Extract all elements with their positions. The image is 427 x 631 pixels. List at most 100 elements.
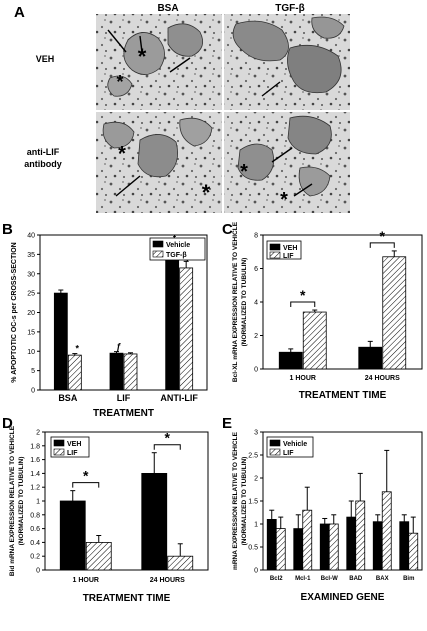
y-tick-label: 1	[36, 499, 40, 506]
y-tick-label: 1.5	[248, 499, 258, 506]
micrograph-veh-bsa: * *	[96, 14, 222, 110]
legend-label: VEH	[67, 441, 81, 448]
svg-text:*: *	[240, 161, 248, 183]
y-tick-label: 1	[254, 522, 258, 529]
svg-text:*: *	[118, 143, 126, 165]
legend-swatch	[53, 448, 65, 456]
legend-swatch	[152, 240, 164, 248]
legend-swatch	[152, 250, 164, 258]
y-tick-label: 2	[254, 476, 258, 483]
row-label-anti-lif: anti-LIF	[27, 147, 60, 157]
bar-series1	[165, 252, 180, 391]
legend-label: LIF	[67, 450, 78, 457]
bar-series2	[67, 354, 82, 391]
y-tick-label: 0.6	[30, 526, 40, 533]
y-tick-label: 1.8	[30, 443, 40, 450]
y-tick-label: 4	[254, 300, 258, 307]
x-axis-title: TREATMENT TIME	[83, 593, 171, 604]
panel-d-letter: D	[2, 415, 13, 432]
panel-e-letter: E	[222, 415, 232, 432]
y-tick-label: 3	[254, 430, 258, 437]
legend-swatch	[269, 243, 281, 251]
legend-box	[149, 237, 206, 261]
bar-series2	[328, 523, 339, 571]
y-axis-title: Bid mRNA EXPRESSION RELATIVE TO VEHICLE	[9, 425, 16, 576]
significance-star: *	[380, 228, 386, 244]
legend-swatch	[269, 439, 281, 447]
x-tick-label: 1 HOUR	[290, 375, 316, 382]
y-tick-label: 0.4	[30, 540, 40, 547]
significance-star: *	[165, 430, 171, 446]
bar-series1	[372, 521, 383, 571]
x-tick-label: BAX	[376, 576, 389, 582]
x-axis-title: EXAMINED GENE	[301, 592, 385, 603]
micrograph-veh-tgf	[224, 14, 350, 110]
y-axis-title: (NORMALIZED TO TUBULIN)	[18, 457, 25, 546]
x-tick-label: LIF	[117, 393, 131, 403]
bar-series1	[59, 500, 86, 571]
significance-bracket	[290, 301, 316, 308]
significance-bracket	[153, 444, 181, 450]
y-tick-label: 15	[27, 329, 35, 336]
bar-series1	[293, 528, 304, 571]
bar-series2	[85, 542, 112, 571]
legend-swatch	[53, 439, 65, 447]
bar-series1	[346, 516, 357, 571]
bar-series2	[167, 555, 194, 571]
svg-text:*: *	[202, 180, 211, 205]
legend-label: Vehicle	[166, 242, 190, 249]
bar-series2	[355, 500, 366, 571]
x-axis-title: TREATMENT TIME	[299, 390, 387, 401]
y-tick-label: 30	[27, 271, 35, 278]
y-tick-label: 0	[254, 367, 258, 374]
y-tick-label: 1.2	[30, 485, 40, 492]
y-axis-title: Bcl-XL mRNA EXPRESSION RELATIVE TO VEHIC…	[232, 221, 239, 382]
bar-series1	[109, 352, 124, 391]
y-tick-label: 0	[36, 568, 40, 575]
significance-star: *	[83, 468, 89, 484]
svg-text:*: *	[138, 44, 147, 69]
chart-e: 0 0.5 1 1.5 2 2.5 3 Bcl2 Mcl-1 Bcl-W BAD BAX Bim Vehi…	[232, 430, 423, 603]
y-tick-label: 0	[254, 568, 258, 575]
x-tick-label: ANTI-LIF	[160, 393, 198, 403]
legend-swatch	[269, 251, 281, 259]
bar-series2	[408, 532, 419, 571]
svg-text:*: *	[280, 189, 288, 211]
panel-b-letter: B	[2, 221, 13, 238]
y-axis-title: mRNA EXPRESSION RELATIVE TO VEHICLE	[232, 431, 239, 570]
bar-series1	[53, 292, 68, 391]
y-tick-label: 0	[31, 388, 35, 395]
y-tick-label: 0.5	[248, 545, 258, 552]
bar-series2	[381, 491, 392, 571]
x-tick-label: Mcl-1	[295, 576, 311, 582]
col-label-bsa: BSA	[157, 3, 178, 14]
significance-mark: ƒ	[116, 342, 121, 352]
y-tick-label: 1.6	[30, 457, 40, 464]
y-tick-label: 35	[27, 252, 35, 259]
bar-series1	[141, 472, 168, 571]
y-tick-label: 5	[31, 368, 35, 375]
y-axis-title: (NORMALIZED TO TUBULIN)	[241, 258, 248, 347]
y-axis-title: (NORMALIZED TO TUBULIN)	[241, 457, 248, 546]
bar-series2	[275, 528, 286, 571]
legend-label: LIF	[283, 450, 294, 457]
significance-mark: *	[75, 344, 79, 354]
x-tick-label: Bim	[403, 576, 414, 582]
y-tick-label: 0.2	[30, 554, 40, 561]
y-tick-label: 40	[27, 233, 35, 240]
chart-b: 0510152025303540BSALIFANTI-LIF*ƒƒƒVehicl…	[11, 233, 208, 419]
row-label-antibody: antibody	[24, 159, 62, 169]
y-tick-label: 1.4	[30, 471, 40, 478]
y-tick-label: 25	[27, 291, 35, 298]
bar-series2	[123, 353, 138, 391]
bar-series2	[302, 311, 327, 370]
x-tick-label: BAD	[349, 576, 363, 582]
y-tick-label: 2	[36, 430, 40, 437]
bar-series1	[278, 351, 303, 370]
y-tick-label: 8	[254, 233, 258, 240]
legend-label: TGF-β	[166, 252, 187, 259]
legend-swatch	[269, 448, 281, 456]
y-tick-label: 20	[27, 310, 35, 317]
panel-c-letter: C	[222, 221, 233, 238]
